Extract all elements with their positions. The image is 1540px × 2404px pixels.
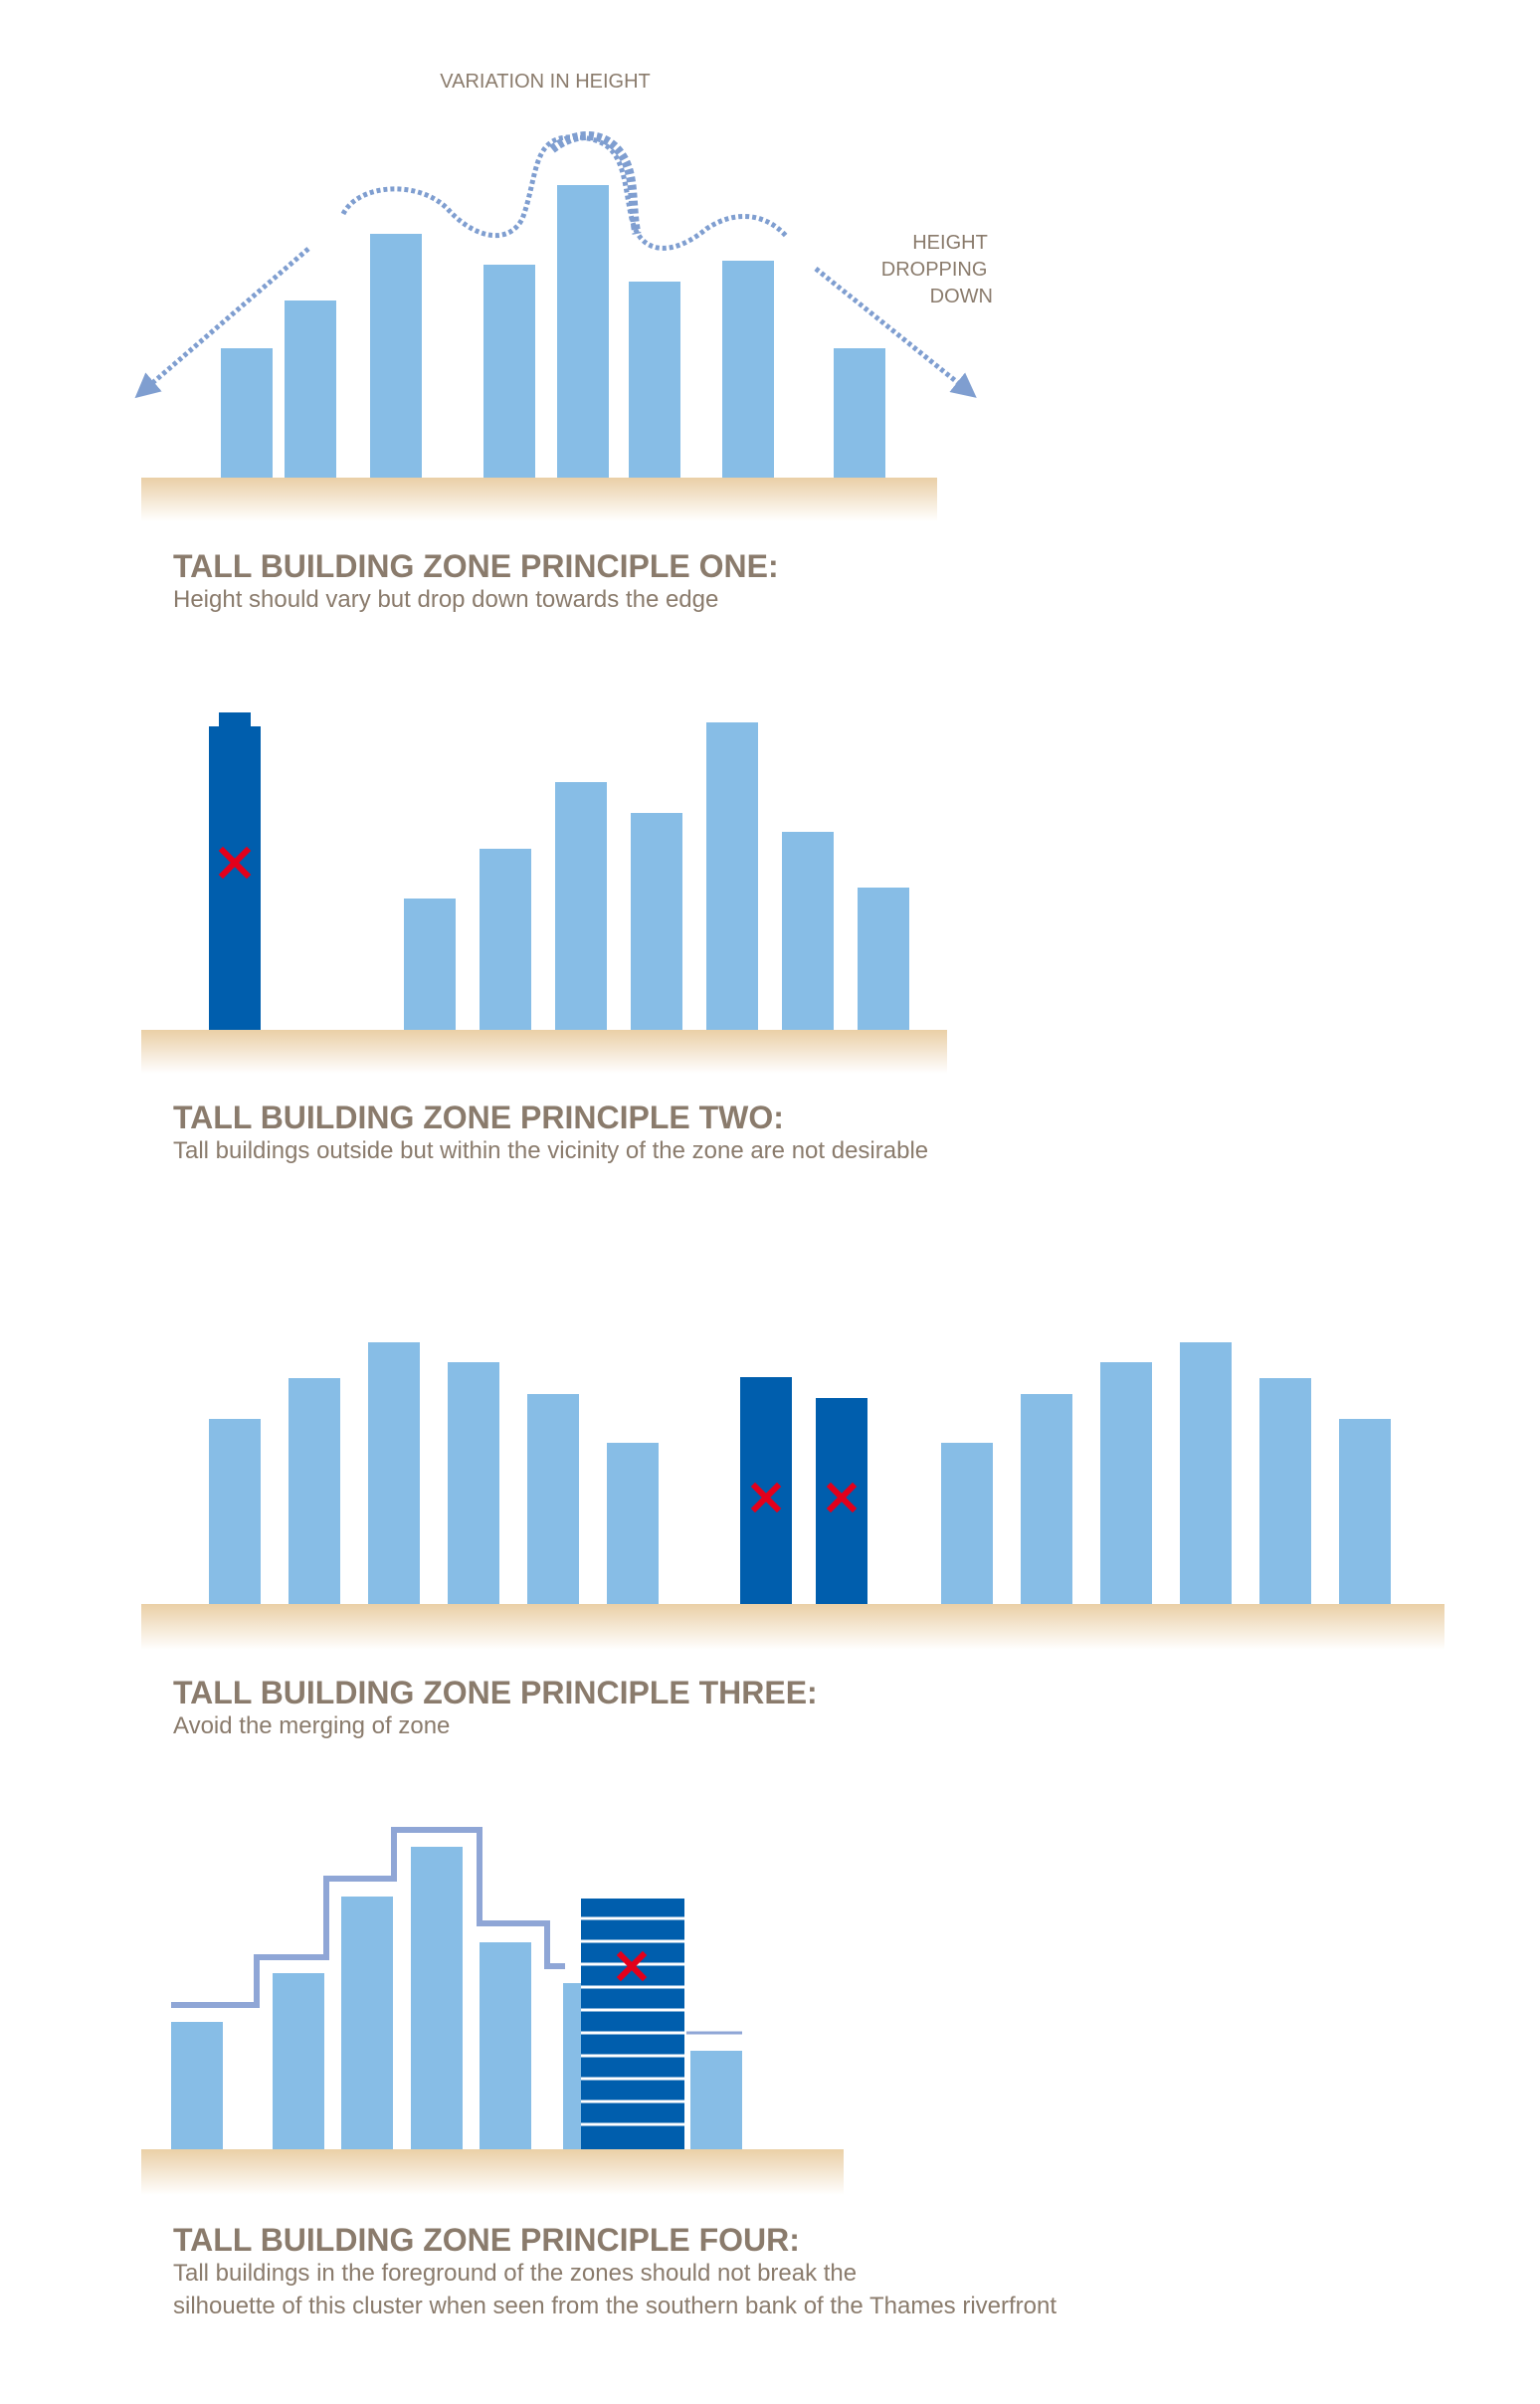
- principle-two-title: TALL BUILDING ZONE PRINCIPLE TWO:: [173, 1100, 784, 1135]
- variation-in-height-label: VARIATION IN HEIGHT: [440, 71, 651, 93]
- principle-one-title: TALL BUILDING ZONE PRINCIPLE ONE:: [173, 548, 779, 584]
- height-dropping-line-1: HEIGHT: [912, 232, 987, 254]
- building: [1339, 1419, 1391, 1604]
- building: [631, 813, 682, 1030]
- isolated-tall-building-cap: [219, 712, 251, 728]
- building: [289, 1378, 340, 1604]
- building: [858, 888, 909, 1030]
- building: [782, 832, 834, 1030]
- variation-curve-peak: [549, 131, 642, 235]
- building: [1021, 1394, 1072, 1604]
- cross-icon: [616, 1950, 648, 1982]
- left-drop-arrow: [134, 247, 310, 399]
- merging-building: [740, 1377, 792, 1604]
- principle-one-diagram: VARIATION IN HEIGHT HEIGHT DROPPING DOWN…: [134, 71, 993, 613]
- principle-three-title: TALL BUILDING ZONE PRINCIPLE THREE:: [173, 1675, 818, 1710]
- height-dropping-line-3: DOWN: [930, 286, 993, 307]
- height-dropping-down-label: HEIGHT DROPPING DOWN: [881, 232, 993, 307]
- ground-strip: [141, 478, 937, 521]
- building: [527, 1394, 579, 1604]
- right-drop-arrow: [814, 267, 977, 398]
- foreground-tower: [581, 1899, 684, 2149]
- building: [563, 1983, 583, 2149]
- building: [722, 261, 774, 478]
- building: [221, 348, 273, 478]
- cross-icon: [826, 1482, 858, 1513]
- principle-one-description: Height should vary but drop down towards…: [173, 586, 718, 613]
- building: [690, 2051, 742, 2149]
- principle-four-diagram: TALL BUILDING ZONE PRINCIPLE FOUR: Tall …: [141, 1827, 1057, 2319]
- building: [448, 1362, 499, 1604]
- building: [404, 899, 456, 1030]
- principle-four-description: Tall buildings in the foreground of the …: [173, 2260, 1057, 2319]
- building: [834, 348, 885, 478]
- principle-four-description-line-1: Tall buildings in the foreground of the …: [173, 2260, 857, 2287]
- building: [171, 2022, 223, 2149]
- building: [941, 1443, 993, 1604]
- cross-icon: [750, 1482, 782, 1513]
- building: [209, 1419, 261, 1604]
- cross-icon: [218, 846, 252, 880]
- principle-four-description-line-2: silhouette of this cluster when seen fro…: [173, 2293, 1057, 2319]
- building: [341, 1897, 393, 2149]
- building: [555, 782, 607, 1030]
- building: [483, 265, 535, 478]
- principle-two-description: Tall buildings outside but within the vi…: [173, 1137, 928, 1164]
- principle-four-title: TALL BUILDING ZONE PRINCIPLE FOUR:: [173, 2222, 800, 2258]
- building: [368, 1342, 420, 1604]
- principle-three-description: Avoid the merging of zone: [173, 1712, 450, 1739]
- ground-strip: [141, 2149, 844, 2195]
- principle-three-diagram: TALL BUILDING ZONE PRINCIPLE THREE: Avoi…: [141, 1342, 1444, 1739]
- building: [1180, 1342, 1232, 1604]
- building: [1100, 1362, 1152, 1604]
- principle-two-diagram: TALL BUILDING ZONE PRINCIPLE TWO: Tall b…: [141, 712, 947, 1164]
- building: [1259, 1378, 1311, 1604]
- ground-strip: [141, 1604, 1444, 1650]
- building: [273, 1973, 324, 2149]
- building: [629, 282, 680, 478]
- building: [706, 722, 758, 1030]
- building: [411, 1847, 463, 2149]
- ground-strip: [141, 1030, 947, 1074]
- isolated-tall-building: [209, 726, 261, 1030]
- height-dropping-line-2: DROPPING: [881, 259, 988, 281]
- building: [557, 185, 609, 478]
- building: [480, 1942, 531, 2149]
- cluster-silhouette-line: [171, 1827, 565, 2008]
- building: [480, 849, 531, 1030]
- building: [285, 300, 336, 478]
- building: [370, 234, 422, 478]
- building: [607, 1443, 659, 1604]
